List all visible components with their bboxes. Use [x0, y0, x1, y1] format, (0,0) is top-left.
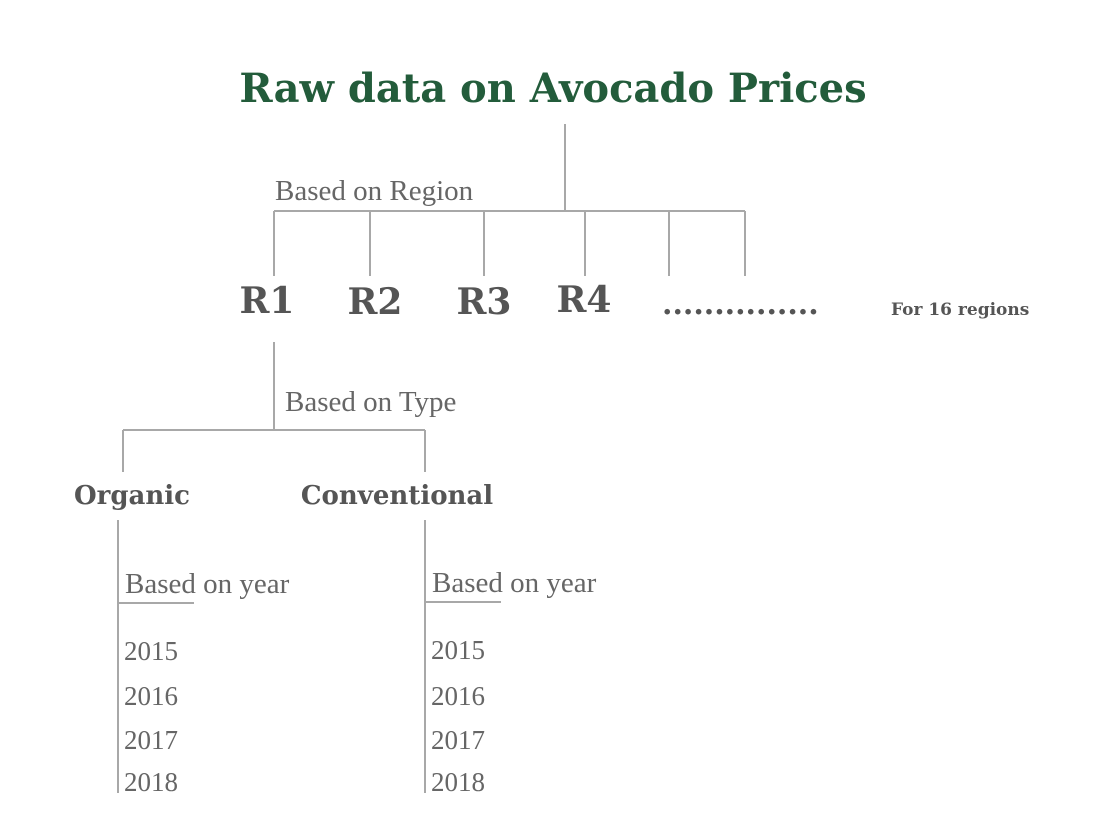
conventional-year-2018: 2018	[431, 767, 485, 797]
type-edge-label: Based on Type	[285, 386, 456, 418]
region-node-r2: R2	[348, 281, 403, 323]
region-count-note: For 16 regions	[891, 300, 1029, 320]
organic-year-2015: 2015	[124, 636, 178, 666]
organic-year-2016: 2016	[124, 681, 178, 711]
type-node-organic: Organic	[74, 481, 190, 511]
organic-year-2017: 2017	[124, 725, 178, 755]
conventional-year-connectors	[424, 520, 501, 793]
region-connectors	[273, 124, 746, 276]
region-ellipsis: ...............	[662, 287, 819, 322]
region-node-r4: R4	[557, 279, 612, 321]
type-connectors	[122, 342, 426, 472]
type-node-conventional: Conventional	[301, 481, 493, 511]
region-node-r3: R3	[457, 281, 512, 323]
organic-year-connectors	[117, 520, 194, 793]
organic-year-2018: 2018	[124, 767, 178, 797]
conventional-year-2016: 2016	[431, 681, 485, 711]
conventional-year-2017: 2017	[431, 725, 485, 755]
conventional-year-edge-label: Based on year	[432, 567, 597, 599]
organic-year-edge-label: Based on year	[125, 568, 290, 600]
region-edge-label: Based on Region	[275, 175, 474, 207]
diagram-title: Raw data on Avocado Prices	[239, 65, 866, 112]
region-node-r1: R1	[240, 280, 295, 322]
conventional-year-2015: 2015	[431, 635, 485, 665]
